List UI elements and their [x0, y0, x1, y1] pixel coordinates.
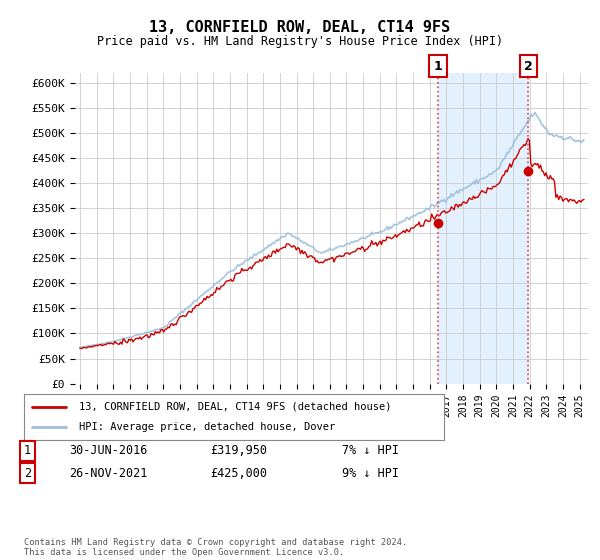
Text: 13, CORNFIELD ROW, DEAL, CT14 9FS: 13, CORNFIELD ROW, DEAL, CT14 9FS [149, 20, 451, 35]
Text: £319,950: £319,950 [210, 444, 267, 458]
Text: 26-NOV-2021: 26-NOV-2021 [69, 466, 148, 480]
Text: £425,000: £425,000 [210, 466, 267, 480]
Text: HPI: Average price, detached house, Dover: HPI: Average price, detached house, Dove… [79, 422, 335, 432]
Text: 2: 2 [524, 60, 533, 73]
Text: Contains HM Land Registry data © Crown copyright and database right 2024.
This d: Contains HM Land Registry data © Crown c… [24, 538, 407, 557]
Text: 9% ↓ HPI: 9% ↓ HPI [342, 466, 399, 480]
Text: 30-JUN-2016: 30-JUN-2016 [69, 444, 148, 458]
Text: 7% ↓ HPI: 7% ↓ HPI [342, 444, 399, 458]
Text: 2: 2 [24, 466, 31, 480]
Text: 13, CORNFIELD ROW, DEAL, CT14 9FS (detached house): 13, CORNFIELD ROW, DEAL, CT14 9FS (detac… [79, 402, 391, 412]
Text: 1: 1 [434, 60, 442, 73]
Text: Price paid vs. HM Land Registry's House Price Index (HPI): Price paid vs. HM Land Registry's House … [97, 35, 503, 48]
Text: 1: 1 [24, 444, 31, 458]
Bar [438, 73, 529, 384]
